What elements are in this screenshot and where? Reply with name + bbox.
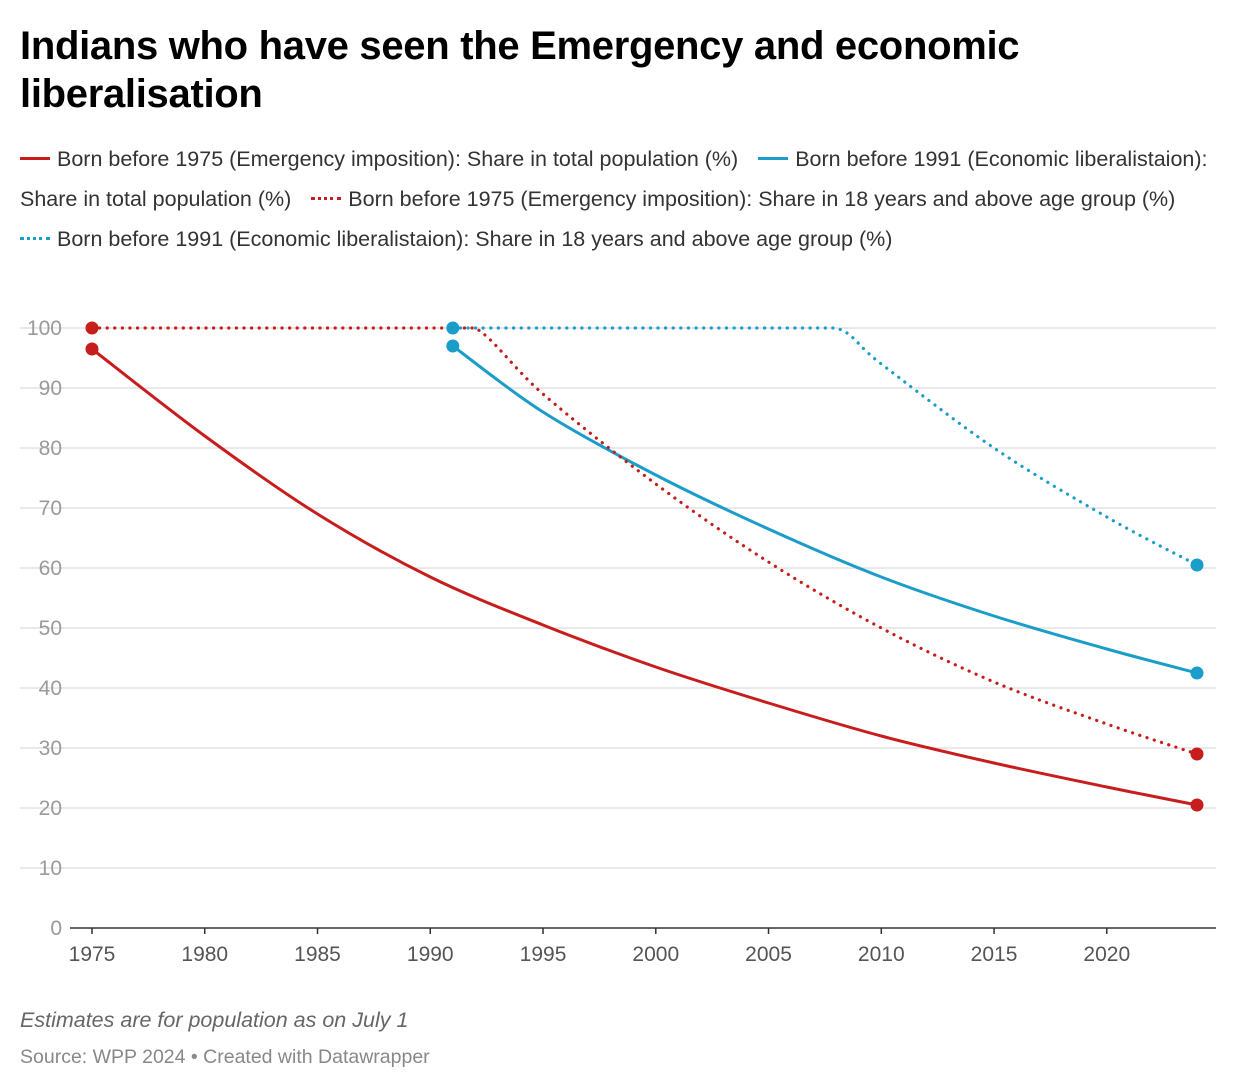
series-end-marker [446, 321, 460, 335]
legend-swatch-dotted-blue [20, 236, 50, 240]
legend-swatch-solid-red [20, 156, 50, 160]
series-line-2 [451, 344, 1199, 675]
y-tick-label: 100 [27, 317, 62, 340]
legend-label: Born before 1975 (Emergency imposition):… [57, 147, 739, 171]
series-end-marker [85, 321, 99, 335]
series-markers [85, 321, 1204, 812]
series-end-marker [1190, 666, 1204, 680]
legend-label: Born before 1975 (Emergency imposition):… [348, 187, 1176, 211]
y-tick-label: 20 [39, 797, 62, 820]
axes: 0 10 20 30 40 50 60 70 80 90 100 1975 1980 1985 1990 19… [27, 317, 1216, 966]
x-tick-label: 2010 [858, 943, 905, 966]
x-tick-label: 2015 [971, 943, 1018, 966]
y-tick-label: 90 [39, 377, 62, 400]
series-end-marker [1190, 558, 1204, 572]
chart-source: Source: WPP 2024 • Created with Datawrap… [20, 1046, 430, 1068]
x-tick-label: 2005 [745, 943, 792, 966]
x-tick-label: 1990 [407, 943, 454, 966]
legend-label: Born before 1991 (Economic liberalistaio… [20, 147, 1208, 211]
x-tick-label: 2020 [1083, 943, 1130, 966]
series-line-4 [451, 326, 1199, 567]
x-tick-label: 2000 [632, 943, 679, 966]
x-tick-label: 1975 [69, 943, 116, 966]
legend-item-1975-adult: Born before 1975 (Emergency imposition):… [311, 187, 1175, 211]
series-end-marker [85, 342, 99, 356]
x-tick-label: 1980 [181, 943, 228, 966]
y-tick-label: 10 [39, 857, 62, 880]
y-tick-label: 60 [39, 557, 62, 580]
y-tick-label: 40 [39, 677, 62, 700]
series-line-1 [90, 347, 1199, 807]
y-tick-label: 30 [39, 737, 62, 760]
series-end-marker [1190, 747, 1204, 761]
chart-title: Indians who have seen the Emergency and … [20, 24, 1020, 116]
legend-item-1975-total: Born before 1975 (Emergency imposition):… [20, 147, 738, 171]
x-tick-label: 1985 [294, 943, 341, 966]
chart-note: Estimates are for population as on July … [20, 1008, 409, 1032]
series-end-marker [446, 339, 460, 353]
series-line-3 [90, 326, 1199, 756]
legend-label: Born before 1991 (Economic liberalistaio… [57, 227, 893, 251]
series-lines [90, 326, 1199, 807]
legend-swatch-solid-blue [758, 156, 789, 160]
legend-item-1991-total: Born before 1991 (Economic liberalistaio… [20, 147, 1208, 211]
y-tick-label: 0 [50, 917, 62, 940]
x-tick-label: 1995 [520, 943, 567, 966]
legend-item-1991-adult: Born before 1991 (Economic liberalistaio… [20, 227, 892, 251]
y-tick-label: 70 [39, 497, 62, 520]
y-tick-label: 80 [39, 437, 62, 460]
line-chart: 0 10 20 30 40 50 60 70 80 90 100 1975 1980 1985 1990 19… [20, 317, 1216, 966]
series-end-marker [1190, 798, 1204, 812]
gridlines [20, 327, 1216, 869]
legend: Born before 1975 (Emergency imposition):… [20, 139, 1225, 259]
y-tick-label: 50 [39, 617, 62, 640]
legend-swatch-dotted-red [311, 196, 342, 200]
